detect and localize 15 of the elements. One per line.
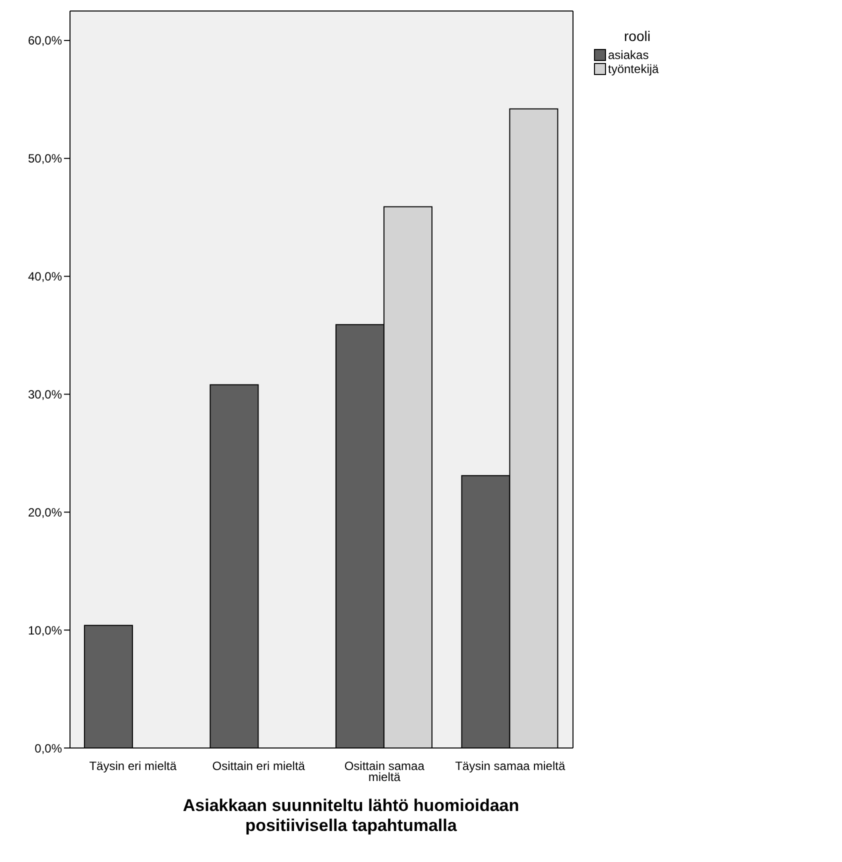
legend-label: työntekijä — [608, 62, 659, 76]
legend-title: rooli — [624, 28, 652, 44]
y-tick-label: 50,0% — [28, 152, 62, 166]
x-tick-label: Täysin eri mieltä — [89, 759, 177, 773]
y-tick-label: 60,0% — [28, 34, 62, 48]
x-tick-label: Täysin samaa mieltä — [455, 759, 566, 773]
y-tick-label: 0,0% — [34, 741, 62, 756]
x-tick-label: Osittain samaa mieltä — [344, 759, 425, 784]
y-tick-label: 20,0% — [28, 505, 62, 520]
y-tick-label: 40,0% — [28, 270, 62, 284]
y-tick-label: 30,0% — [28, 388, 62, 402]
y-tick-label: 10,0% — [28, 623, 62, 638]
legend-label: asiakas — [608, 48, 649, 62]
x-axis-title: Asiakkaan suunniteltu lähtö huomioidaan positiivisella tapahtumalla — [182, 796, 520, 836]
x-tick-label: Osittain eri mieltä — [212, 759, 306, 773]
